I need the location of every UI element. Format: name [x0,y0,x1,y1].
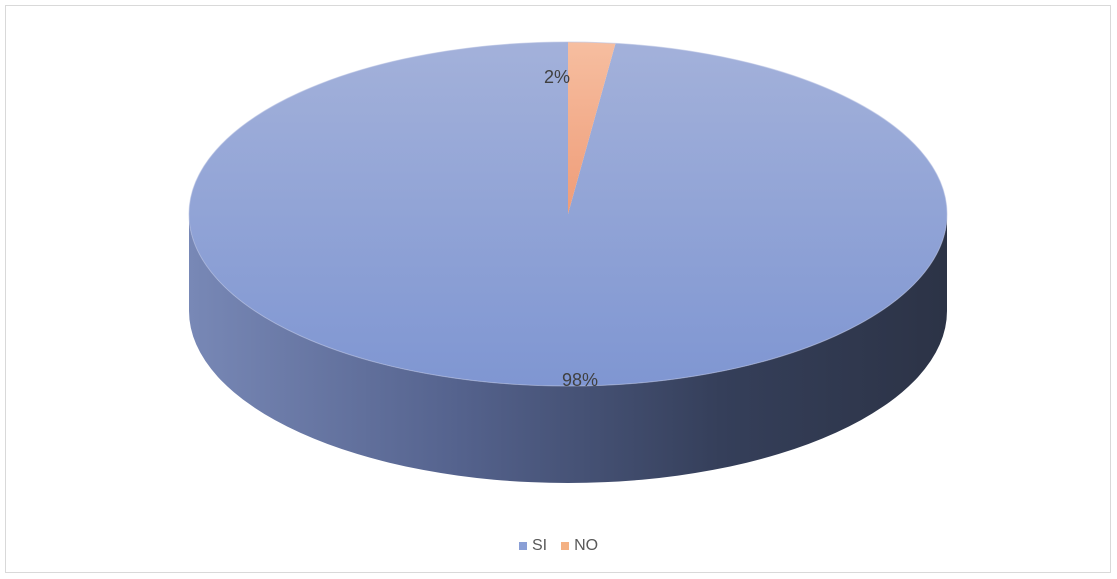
data-label-si: 98% [562,370,598,390]
pie-slice-si [189,42,948,386]
legend-item-si: SI [518,537,548,555]
data-label-no: 2% [544,67,570,87]
pie-side-si [189,214,947,483]
pie-rim [188,41,948,387]
legend: SI NO [0,537,1117,555]
legend-swatch-no [561,542,570,550]
legend-swatch-si [518,542,527,550]
pie-slice-no [568,42,616,214]
legend-label-si: SI [531,537,548,554]
legend-item-no: NO [561,537,598,555]
legend-label-no: NO [574,537,599,554]
